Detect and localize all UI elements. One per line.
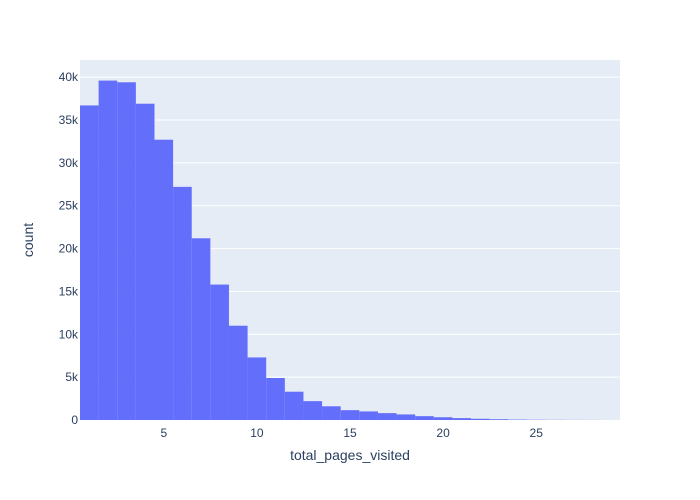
x-tick-label: 5 xyxy=(160,426,167,440)
x-tick-label: 25 xyxy=(530,426,544,440)
histogram-bar xyxy=(433,417,453,420)
x-axis-title: total_pages_visited xyxy=(290,447,410,463)
histogram-bar xyxy=(284,391,304,420)
y-tick-label: 10k xyxy=(59,327,79,341)
histogram-bar xyxy=(322,406,341,420)
y-axis-title: count xyxy=(20,223,36,257)
histogram-bar xyxy=(247,357,267,420)
histogram-bar xyxy=(359,411,378,420)
histogram-bar xyxy=(377,413,397,420)
histogram-bar xyxy=(396,414,416,420)
y-tick-label: 30k xyxy=(59,156,79,170)
y-tick-label: 35k xyxy=(59,113,79,127)
histogram-bar xyxy=(340,410,360,420)
histogram-bars xyxy=(80,80,602,421)
y-tick-label: 15k xyxy=(59,284,79,298)
histogram-bar xyxy=(452,418,472,420)
histogram-bar xyxy=(489,419,509,420)
x-tick-label: 10 xyxy=(250,426,264,440)
histogram-bar xyxy=(80,105,99,420)
y-axis-ticks: 0 5k 10k 15k 20k 25k 30k 35k 40k xyxy=(59,70,79,427)
histogram-bar xyxy=(210,284,229,420)
histogram-bar xyxy=(117,82,136,421)
y-tick-label: 5k xyxy=(65,370,79,384)
x-axis-ticks: 5 10 15 20 25 xyxy=(160,426,543,440)
histogram-bar xyxy=(228,325,248,420)
x-tick-label: 20 xyxy=(436,426,450,440)
histogram-bar xyxy=(266,378,285,420)
histogram-bar xyxy=(154,139,174,420)
x-tick-label: 15 xyxy=(343,426,357,440)
y-tick-label: 40k xyxy=(59,70,79,84)
histogram-bar xyxy=(471,418,490,420)
histogram-bar xyxy=(191,238,211,420)
histogram-bar xyxy=(135,103,155,420)
histogram-bar xyxy=(303,401,323,420)
histogram-bar xyxy=(98,80,118,421)
histogram-bar xyxy=(415,416,434,420)
y-tick-label: 25k xyxy=(59,199,79,213)
y-tick-label: 0 xyxy=(71,413,78,427)
y-tick-label: 20k xyxy=(59,242,79,256)
histogram-bar xyxy=(173,186,192,420)
